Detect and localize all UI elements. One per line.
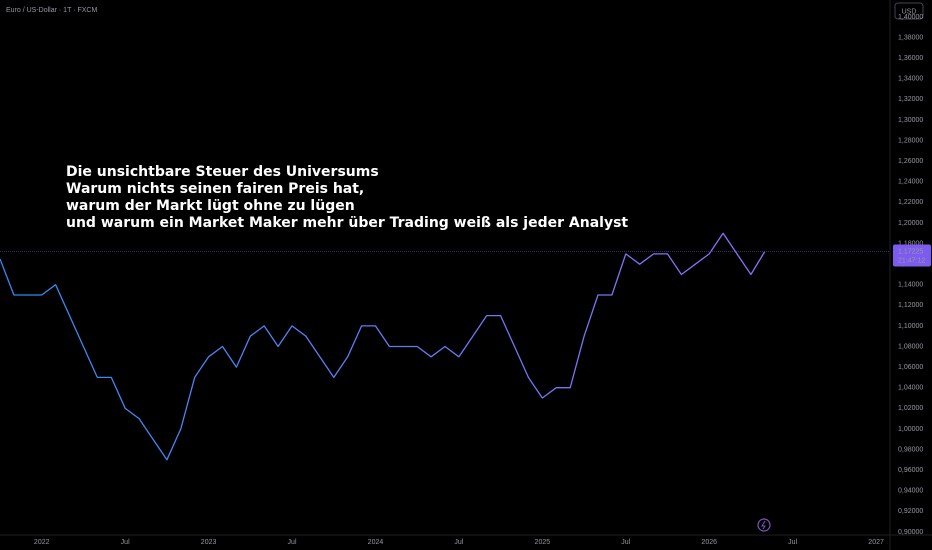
x-tick-label: Jul xyxy=(121,539,130,546)
annotation-line: warum der Markt lügt ohne zu lügen xyxy=(66,198,355,214)
y-tick-label: 1,08000 xyxy=(898,343,923,350)
chart-title: Euro / US-Dollar · 1T · FXCM xyxy=(6,7,97,14)
x-tick-label: 2022 xyxy=(34,539,50,546)
x-tick-label: Jul xyxy=(788,539,797,546)
replay-icon[interactable] xyxy=(757,518,771,532)
last-price-label: 1,17225 xyxy=(898,248,923,255)
x-tick-label: 2025 xyxy=(535,539,551,546)
x-tick-label: Jul xyxy=(454,539,463,546)
y-tick-label: 0,90000 xyxy=(898,529,923,536)
y-tick-label: 1,00000 xyxy=(898,426,923,433)
y-tick-label: 1,24000 xyxy=(898,179,923,186)
y-tick-label: 1,04000 xyxy=(898,385,923,392)
annotation-line: Die unsichtbare Steuer des Universums xyxy=(66,164,379,180)
y-tick-label: 1,10000 xyxy=(898,323,923,330)
y-tick-label: 1,32000 xyxy=(898,96,923,103)
y-tick-label: 1,18000 xyxy=(898,240,923,247)
y-tick-label: 0,92000 xyxy=(898,508,923,515)
y-tick-label: 1,22000 xyxy=(898,199,923,206)
y-tick-label: 1,02000 xyxy=(898,405,923,412)
x-tick-label: 2024 xyxy=(368,539,384,546)
y-tick-label: 0,94000 xyxy=(898,488,923,495)
y-tick-label: 1,26000 xyxy=(898,158,923,165)
y-tick-label: 1,40000 xyxy=(898,14,923,21)
annotation-line: Warum nichts seinen fairen Preis hat, xyxy=(66,181,364,197)
currency-button-label[interactable]: USD xyxy=(902,8,917,15)
y-tick-label: 1,12000 xyxy=(898,302,923,309)
y-tick-label: 1,06000 xyxy=(898,364,923,371)
y-tick-label: 1,38000 xyxy=(898,34,923,41)
x-tick-label: 2027 xyxy=(868,539,884,546)
x-tick-label: 2023 xyxy=(201,539,217,546)
y-tick-label: 0,98000 xyxy=(898,446,923,453)
y-tick-label: 1,34000 xyxy=(898,76,923,83)
x-tick-label: Jul xyxy=(288,539,297,546)
currency-button[interactable] xyxy=(894,2,924,20)
annotation-line: und warum ein Market Maker mehr über Tra… xyxy=(66,215,628,231)
y-tick-label: 1,28000 xyxy=(898,137,923,144)
y-tick-label: 1,30000 xyxy=(898,117,923,124)
last-price-badge xyxy=(893,244,931,267)
x-tick-label: 2026 xyxy=(701,539,717,546)
y-tick-label: 1,36000 xyxy=(898,55,923,62)
y-tick-label: 0,96000 xyxy=(898,467,923,474)
y-tick-label: 1,14000 xyxy=(898,282,923,289)
price-line xyxy=(0,232,766,461)
countdown-label: 21:47:12 xyxy=(898,257,925,264)
y-tick-label: 1,20000 xyxy=(898,220,923,227)
x-tick-label: Jul xyxy=(621,539,630,546)
